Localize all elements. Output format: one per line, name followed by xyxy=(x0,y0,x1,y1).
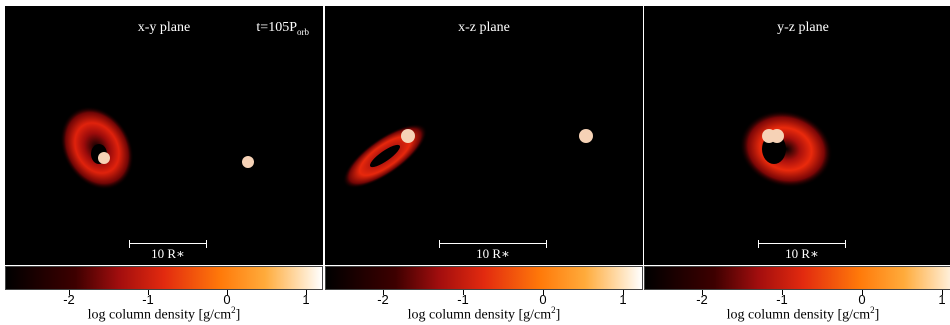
colorbar-label: log column density [g/cm2] xyxy=(87,305,241,323)
colorbar-label: log column density [g/cm2] xyxy=(407,305,561,323)
scale-label: 10 R∗ xyxy=(785,246,819,261)
tick xyxy=(782,290,783,295)
panel-title: x-y plane xyxy=(137,20,191,35)
panel-title: y-z plane xyxy=(777,20,829,35)
colorbar xyxy=(644,266,950,290)
tick xyxy=(623,290,624,295)
scale-label: 10 R∗ xyxy=(476,246,510,261)
star-primary-xz xyxy=(401,129,415,143)
tick xyxy=(942,290,943,295)
image-yz: y-z plane 10 R∗ xyxy=(644,6,950,265)
tick-label: -1 xyxy=(776,292,788,307)
image-xz: x-z plane 10 R∗ xyxy=(325,6,643,265)
time-label: t=105Porb xyxy=(256,20,309,37)
disk-hole-xz xyxy=(369,144,401,168)
tick-label: 0 xyxy=(223,292,231,307)
star-companion-xz xyxy=(579,129,593,143)
tick-label: -2 xyxy=(63,292,75,307)
scale-bar xyxy=(758,240,846,248)
colorbar xyxy=(5,266,323,290)
tick-label: 1 xyxy=(302,292,310,307)
star-companion-yz xyxy=(770,129,784,143)
star-primary-xy xyxy=(98,152,110,164)
tick xyxy=(148,290,149,295)
tick-label: 0 xyxy=(539,292,547,307)
tick-label: -2 xyxy=(696,292,708,307)
density-map-xz xyxy=(342,123,593,189)
scale-label: 10 R∗ xyxy=(151,246,185,261)
tick xyxy=(69,290,70,295)
tick-label: 1 xyxy=(619,292,627,307)
colorbar-axis: -2 -1 0 1 log column density [g/cm2] xyxy=(325,290,643,325)
tick-label: -1 xyxy=(457,292,469,307)
tick xyxy=(227,290,228,295)
tick-label: 0 xyxy=(858,292,866,307)
colorbar-label: log column density [g/cm2] xyxy=(726,305,880,323)
tick xyxy=(463,290,464,295)
scale-bar xyxy=(129,240,207,248)
density-map-xy xyxy=(60,106,254,190)
panel-title: x-z plane xyxy=(458,20,510,35)
panel-xy: x-y plane t=105Porb 10 R∗ -2 -1 0 1 log … xyxy=(5,0,323,325)
tick xyxy=(862,290,863,295)
colorbar-axis: -2 -1 0 1 log column density [g/cm2] xyxy=(5,290,323,325)
tick xyxy=(306,290,307,295)
tick-label: 1 xyxy=(938,292,946,307)
density-map-yz xyxy=(739,110,833,188)
tick-label: -2 xyxy=(377,292,389,307)
colorbar-axis: -2 -1 0 1 log column density [g/cm2] xyxy=(644,290,950,325)
tick xyxy=(383,290,384,295)
panel-xz: x-z plane 10 R∗ -2 -1 0 1 log column den… xyxy=(325,0,643,325)
colorbar xyxy=(325,266,643,290)
tick xyxy=(702,290,703,295)
tick xyxy=(543,290,544,295)
image-xy: x-y plane t=105Porb 10 R∗ xyxy=(5,6,323,265)
star-companion-xy xyxy=(242,156,254,168)
scale-bar xyxy=(439,240,547,248)
panel-yz: y-z plane 10 R∗ -2 -1 0 1 log column den… xyxy=(644,0,950,325)
tick-label: -1 xyxy=(142,292,154,307)
